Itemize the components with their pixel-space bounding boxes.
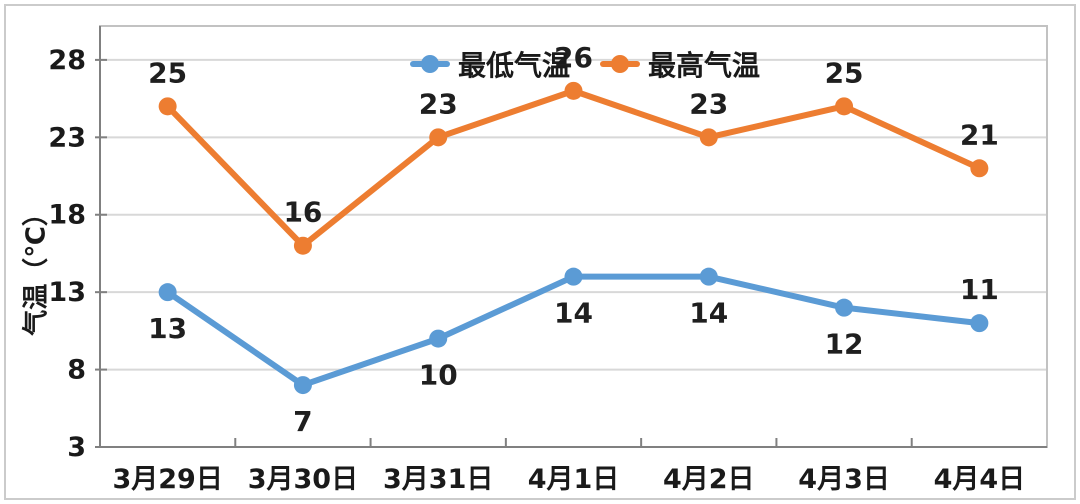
data-point-marker [835, 97, 854, 116]
data-label: 21 [960, 118, 999, 151]
data-point-marker [429, 329, 448, 348]
data-point-marker [970, 159, 989, 178]
data-point-marker [158, 97, 177, 116]
data-label: 14 [554, 297, 593, 330]
x-tick-label: 4月3日 [798, 464, 890, 495]
y-tick-label: 28 [48, 45, 86, 76]
data-point-marker [835, 298, 854, 317]
data-point-marker [699, 267, 718, 286]
legend-label-max-temp: 最高气温 [648, 49, 761, 82]
x-tick-label: 3月31日 [383, 464, 493, 495]
data-point-marker [699, 128, 718, 147]
x-tick-label: 3月30日 [248, 464, 358, 495]
data-point-marker [429, 128, 448, 147]
x-tick-label: 4月4日 [934, 464, 1026, 495]
data-label: 23 [419, 87, 458, 120]
data-point-marker [564, 81, 583, 100]
y-tick-label: 23 [48, 122, 86, 153]
legend-item-max-temp[interactable]: 最高气温 [600, 44, 760, 84]
y-axis-title: 气温（℃） [21, 200, 52, 336]
data-label: 10 [419, 359, 458, 392]
data-label: 11 [960, 273, 999, 306]
y-tick-label: 3 [67, 432, 86, 463]
data-point-marker [158, 283, 177, 302]
y-tick-label: 18 [48, 200, 86, 231]
data-label: 7 [293, 405, 312, 438]
legend-item-min-temp[interactable]: 最低气温 [410, 44, 570, 84]
data-label: 14 [689, 297, 728, 330]
x-tick-label: 4月1日 [528, 464, 620, 495]
legend-line-dot-marker-orange [600, 55, 641, 73]
y-tick-label: 13 [48, 277, 86, 308]
data-label: 23 [689, 87, 728, 120]
data-label: 25 [148, 56, 187, 89]
x-tick-label: 3月29日 [112, 464, 222, 495]
data-point-marker [970, 314, 989, 333]
x-tick-label: 4月2日 [663, 464, 755, 495]
data-label: 26 [554, 41, 593, 74]
data-label: 25 [825, 56, 864, 89]
data-point-marker [564, 267, 583, 286]
data-label: 16 [283, 196, 322, 229]
legend: 最低气温 最高气温 [410, 44, 760, 84]
data-point-marker [293, 236, 312, 255]
legend-label-min-temp: 最低气温 [458, 49, 571, 82]
legend-line-dot-marker-blue [410, 55, 450, 73]
data-point-marker [293, 376, 312, 395]
y-tick-label: 8 [67, 355, 86, 386]
data-label: 12 [825, 328, 864, 361]
data-label: 13 [148, 312, 187, 345]
